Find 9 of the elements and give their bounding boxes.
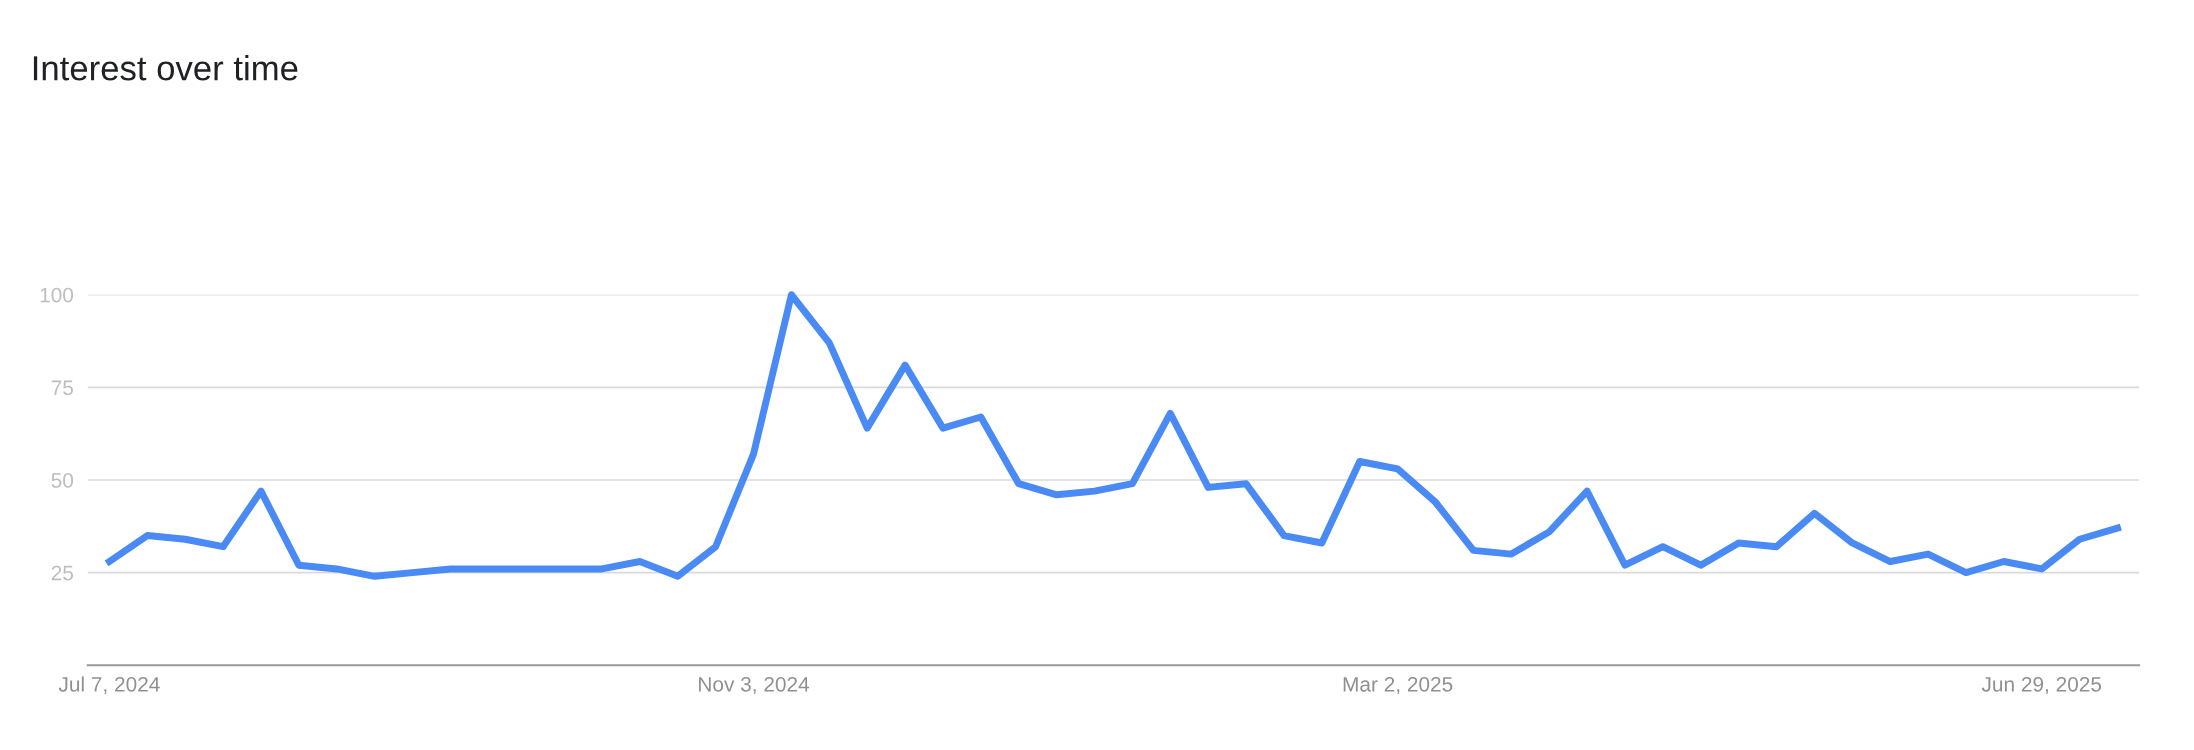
y-tick-label: 50 [51,473,74,488]
x-tick-label: Mar 2, 2025 [1343,676,1453,695]
x-tick-label: Jul 7, 2024 [58,676,160,695]
x-tick-label: Nov 3, 2024 [699,676,810,695]
y-tick-label: 25 [51,565,73,581]
chart-title: Interest over time [33,55,298,81]
y-tick-label: 75 [51,380,73,396]
y-tick-label: 100 [40,287,74,303]
x-tick-label: Jun 29, 2025 [1981,676,2102,695]
